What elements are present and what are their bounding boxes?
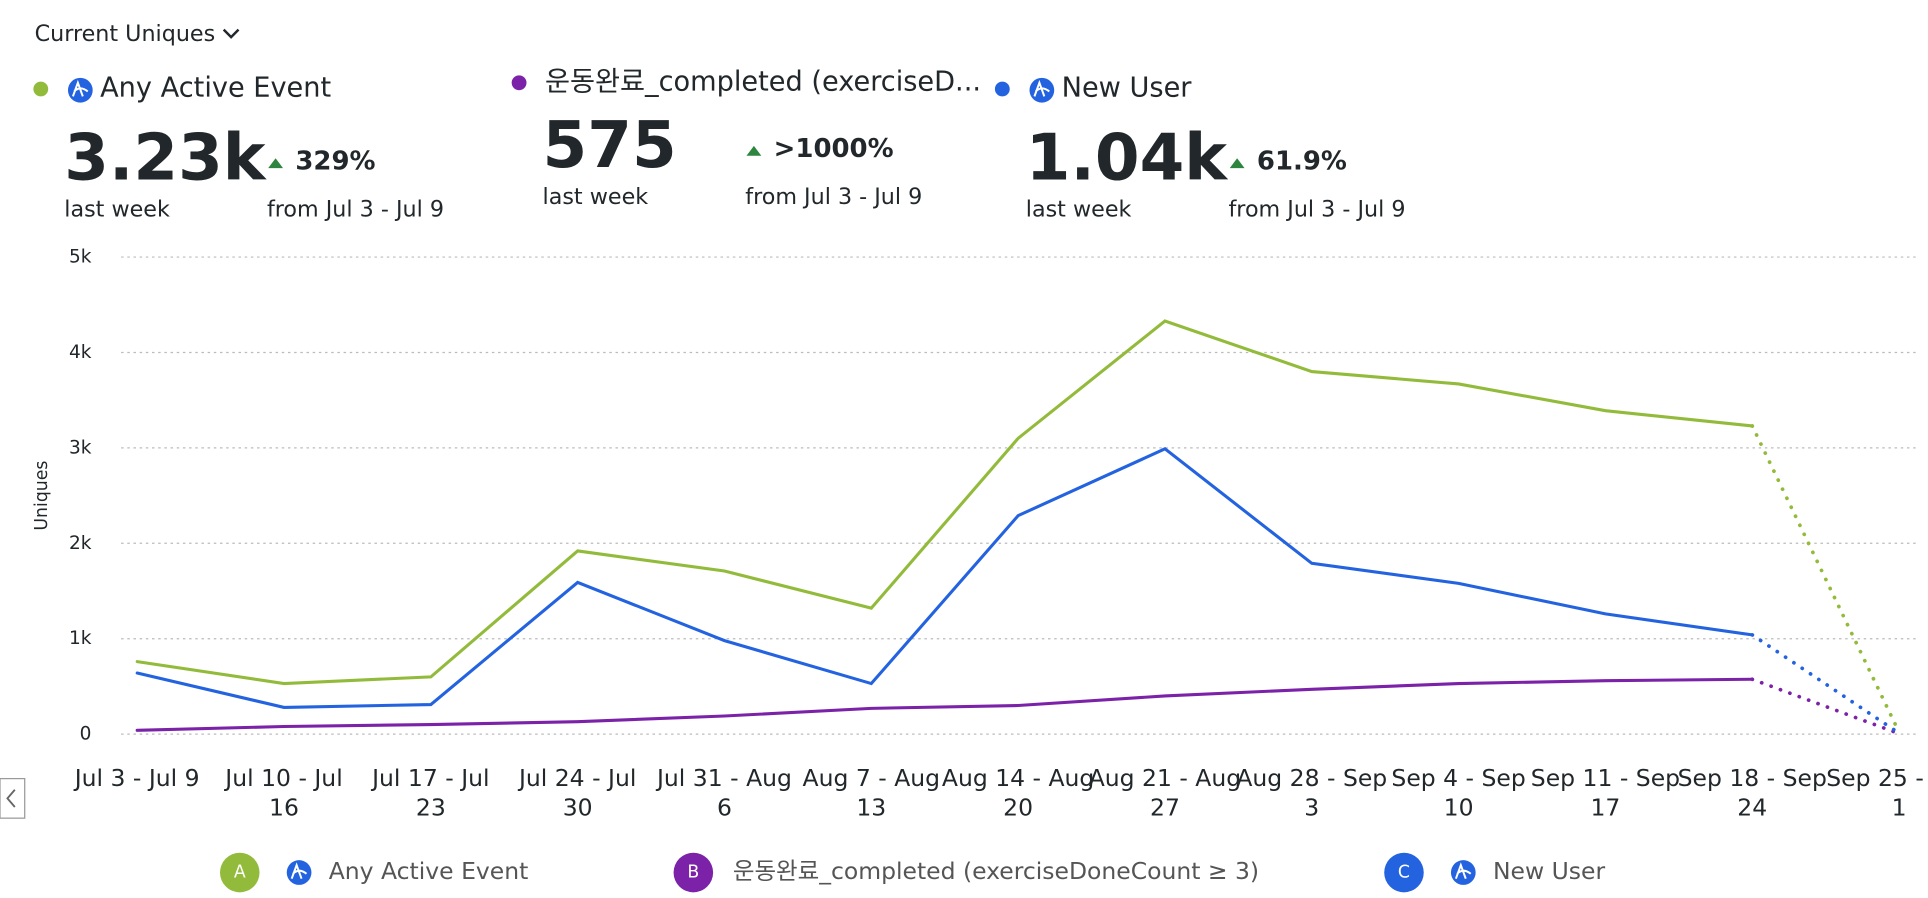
change-arrow: [1229, 158, 1245, 169]
event-icon-glyph: [290, 862, 308, 880]
x-tick-label: Jul 10 - Jul 16: [225, 765, 343, 822]
change-arrow: [268, 158, 284, 169]
legend-letter: A: [234, 863, 246, 883]
y-axis-label: Uniques: [32, 461, 52, 531]
series-line: [135, 447, 1754, 709]
summary-value: 3.23k: [64, 120, 267, 195]
collapse-icon: [6, 789, 16, 808]
event-icon-glyph: [71, 79, 89, 97]
x-tick-label: Jul 17 - Jul 23: [372, 765, 490, 822]
summary-value: 1.04k: [1026, 120, 1229, 195]
x-tick-label-box: Sep 25 - Oct 1: [1826, 765, 1928, 822]
x-tick-label-box: Aug 7 - Aug 13: [802, 765, 941, 822]
series-line: [135, 677, 1754, 732]
legend-label[interactable]: 운동완료_completed (exerciseDoneCount ≥ 3): [733, 857, 1259, 885]
incomplete-line: [1750, 633, 1901, 736]
summary-comparison: from Jul 3 - Jul 9: [745, 184, 922, 210]
legend-badge[interactable]: [1384, 852, 1424, 893]
y-tick-label: 1k: [69, 628, 92, 649]
x-tick-label-box: Jul 10 - Jul 16: [225, 765, 343, 822]
y-tick-label: 3k: [69, 437, 92, 458]
x-tick-label: Aug 21 - Aug 27: [1088, 765, 1242, 822]
y-tick-label: 5k: [69, 247, 92, 268]
x-tick-label: Sep 4 - Sep 10: [1391, 765, 1526, 822]
x-tick-label: Jul 3 - Jul 9: [74, 765, 200, 793]
summary-change: 61.9%: [1257, 146, 1347, 176]
summary-comparison: from Jul 3 - Jul 9: [1228, 197, 1405, 223]
legend-label[interactable]: Any Active Event: [329, 857, 529, 885]
legend-letter: C: [1398, 863, 1410, 883]
y-tick-label: 2k: [69, 533, 92, 554]
incomplete-line: [1750, 677, 1901, 736]
summary-period: last week: [1026, 197, 1132, 223]
x-tick-label: Aug 7 - Aug 13: [802, 765, 941, 822]
summary-value: 575: [543, 108, 677, 183]
x-tick-label-box: Aug 14 - Aug 20: [941, 765, 1095, 822]
x-tick-label-box: Sep 18 - Sep 24: [1677, 765, 1827, 822]
dropdown-chevron[interactable]: [222, 28, 240, 39]
x-tick-label: Jul 31 - Aug 6: [656, 765, 792, 822]
x-tick-label: Sep 25 - Oct 1: [1826, 765, 1928, 822]
summary-period: last week: [543, 184, 649, 210]
summary-label: 운동완료_completed (exerciseD...: [545, 66, 981, 97]
legend-badge[interactable]: [673, 852, 714, 893]
x-tick-label-box: Jul 31 - Aug 6: [656, 765, 792, 822]
dropdown-label[interactable]: Current Uniques: [35, 21, 216, 47]
collapse-button[interactable]: [0, 777, 26, 819]
summary-label: Any Active Event: [100, 72, 331, 103]
summary-dot: [33, 81, 49, 97]
event-icon-glyph: [1033, 79, 1050, 97]
summary-comparison: from Jul 3 - Jul 9: [267, 197, 444, 223]
legend-label[interactable]: New User: [1493, 857, 1605, 885]
summary-change: >1000%: [774, 134, 894, 164]
summary-change: 329%: [295, 146, 375, 176]
x-tick-label-box: Aug 28 - Sep 3: [1236, 765, 1388, 822]
x-tick-label-box: Sep 11 - Sep 17: [1530, 765, 1681, 822]
summary-dot: [994, 81, 1010, 97]
y-tick-label: 0: [80, 724, 92, 745]
summary-period: last week: [64, 197, 170, 223]
x-tick-label-box: Aug 21 - Aug 27: [1088, 765, 1242, 822]
event-icon-glyph: [1454, 862, 1472, 880]
incomplete-line: [1750, 424, 1901, 735]
summary-label: New User: [1062, 72, 1193, 103]
change-arrow: [746, 145, 762, 156]
x-tick-label-box: Jul 17 - Jul 23: [372, 765, 490, 822]
x-tick-label-box: Sep 4 - Sep 10: [1391, 765, 1526, 822]
series-line: [135, 319, 1754, 686]
x-tick-label: Sep 11 - Sep 17: [1530, 765, 1681, 822]
x-tick-label-box: Jul 3 - Jul 9: [74, 765, 200, 793]
x-tick-label-box: Jul 24 - Jul 30: [518, 765, 637, 822]
summary-dot: [511, 75, 527, 91]
x-tick-label: Jul 24 - Jul 30: [518, 765, 637, 822]
x-tick-label: Sep 18 - Sep 24: [1677, 765, 1827, 822]
y-tick-label: 4k: [69, 342, 92, 363]
x-tick-label: Aug 14 - Aug 20: [941, 765, 1095, 822]
x-tick-label: Aug 28 - Sep 3: [1236, 765, 1388, 822]
legend-letter: B: [687, 863, 699, 883]
legend-badge[interactable]: [219, 852, 260, 893]
